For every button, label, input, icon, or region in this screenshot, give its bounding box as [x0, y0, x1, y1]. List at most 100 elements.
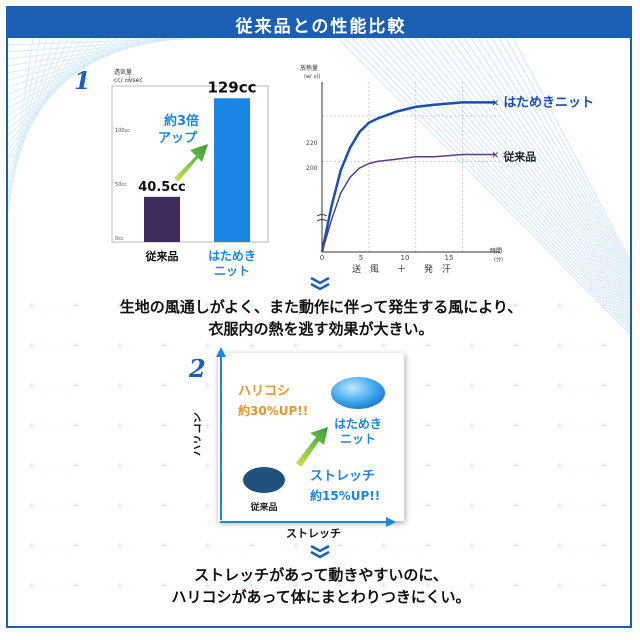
- deco-plus: +: [336, 541, 344, 551]
- bar-chart: 透気量 cc/ ㎠/sec 100cc 50cc 0cc 40.5cc 129c…: [111, 68, 269, 278]
- deco-plus: +: [28, 541, 36, 551]
- deco-stripe: [491, 37, 630, 271]
- deco-plus: +: [204, 301, 212, 311]
- bar-conventional: [144, 196, 180, 242]
- deco-stripe: [470, 37, 630, 280]
- deco-plus: +: [72, 381, 80, 391]
- deco-plus: +: [116, 581, 124, 591]
- deco-plus: +: [116, 341, 124, 351]
- deco-stripe: [442, 37, 630, 292]
- diagonal-stripes: [8, 37, 630, 335]
- hari-axis-arrow: [216, 347, 226, 520]
- deco-stripe: [414, 37, 630, 304]
- deco-plus: +: [160, 381, 168, 391]
- deco-stripe: [477, 37, 630, 277]
- deco-plus: +: [380, 581, 388, 591]
- series-line-hatameki: [320, 101, 496, 253]
- deco-stripe: [8, 37, 160, 88]
- bar-unit-label: 透気量: [114, 68, 132, 76]
- deco-plus: +: [116, 301, 124, 311]
- deco-plus: +: [292, 581, 300, 591]
- line-grid: [322, 82, 500, 252]
- deco-plus: +: [600, 381, 608, 391]
- y-axis-label: ハリコシ: [194, 412, 203, 456]
- deco-plus: +: [468, 301, 476, 311]
- bar-tick-50: 50cc: [115, 182, 127, 188]
- deco-plus: +: [292, 541, 300, 551]
- callout-hari-line-2: 約30%UP!!: [238, 403, 308, 418]
- deco-plus: +: [204, 341, 212, 351]
- deco-plus: +: [512, 341, 520, 351]
- deco-plus: +: [600, 541, 608, 551]
- deco-plus: +: [424, 381, 432, 391]
- x-axis-label: ストレッチ: [286, 527, 341, 540]
- deco-plus: +: [28, 461, 36, 471]
- stretch-hari-card: ハリコシ 約30%UP!! はためき ニット ストレッチ 約15%UP!! 従来…: [218, 353, 404, 521]
- bar-category-hatameki-1: はためき: [208, 249, 256, 263]
- deco-plus: +: [424, 461, 432, 471]
- point-label-hatameki-1: はためき: [334, 417, 382, 431]
- deco-stripe: [365, 37, 630, 324]
- line-tick-x-15: 15: [445, 254, 454, 262]
- deco-plus: +: [468, 341, 476, 351]
- deco-plus: +: [28, 341, 36, 351]
- line-tick-y-220: 220: [306, 140, 318, 147]
- deco-plus: +: [556, 341, 564, 351]
- page-title: 従来品との性能比較: [235, 17, 407, 37]
- deco-plus: +: [160, 501, 168, 511]
- deco-plus: +: [204, 421, 212, 431]
- header-bar: [8, 8, 630, 38]
- deco-plus: +: [248, 341, 256, 351]
- deco-plus: +: [600, 421, 608, 431]
- deco-plus: +: [380, 301, 388, 311]
- description-2-line-1: ストレッチがあって動きやすいのに、: [194, 566, 448, 584]
- comparison-panel: + + + + + + + + + + + + + + + + + + + + + + + + + + + + + + + + + + + + + + + +…: [6, 6, 632, 628]
- deco-plus: +: [468, 381, 476, 391]
- deco-stripe: [421, 37, 630, 301]
- point-label-hatameki-2: ニット: [340, 432, 376, 446]
- deco-plus: +: [292, 341, 300, 351]
- series-end-marker-hatameki: ×: [492, 98, 500, 108]
- deco-plus: +: [424, 501, 432, 511]
- line-tick-x-5: 5: [359, 254, 363, 262]
- deco-plus: +: [512, 381, 520, 391]
- series-label-conventional: 従来品: [502, 150, 536, 164]
- deco-stripe: [379, 37, 630, 318]
- deco-plus: +: [160, 341, 168, 351]
- deco-plus: +: [556, 581, 564, 591]
- deco-plus: +: [468, 541, 476, 551]
- deco-plus: +: [424, 541, 432, 551]
- deco-stripe: [407, 37, 630, 306]
- deco-plus: +: [116, 461, 124, 471]
- deco-plus: +: [380, 341, 388, 351]
- deco-stripe: [463, 37, 630, 283]
- deco-plus: +: [28, 501, 36, 511]
- point-hatameki-knit: [329, 375, 387, 411]
- arrow-right-icon: [386, 517, 396, 527]
- line-ylabel-unit: (w/ ㎡): [304, 73, 320, 80]
- description-2-line-2: ハリコシがあって体にまとわりつきにくい。: [171, 588, 471, 606]
- deco-plus: +: [116, 541, 124, 551]
- deco-plus: +: [424, 341, 432, 351]
- deco-plus: +: [72, 501, 80, 511]
- bar-unit-sub-label: cc/ ㎠/sec: [114, 76, 143, 84]
- deco-plus: +: [72, 421, 80, 431]
- bar-hatameki-knit: [214, 98, 250, 242]
- deco-plus: +: [72, 461, 80, 471]
- deco-stripe: [337, 37, 630, 335]
- deco-stripe: [428, 37, 630, 298]
- deco-stripe: [344, 37, 630, 332]
- stretch-hari-chart: ハリコシ 約30%UP!! はためき ニット ストレッチ 約15%UP!! 従来…: [238, 375, 387, 513]
- deco-plus: +: [600, 501, 608, 511]
- deco-plus: +: [160, 541, 168, 551]
- deco-stripe: [512, 37, 630, 262]
- deco-plus: +: [600, 301, 608, 311]
- axis-break-icon: [316, 214, 328, 222]
- deco-plus: +: [292, 301, 300, 311]
- deco-plus: +: [28, 381, 36, 391]
- deco-stripe: [8, 37, 34, 214]
- bar-category-conventional: 従来品: [145, 249, 179, 263]
- deco-plus: +: [160, 301, 168, 311]
- deco-plus: +: [424, 581, 432, 591]
- deco-plus: +: [468, 581, 476, 591]
